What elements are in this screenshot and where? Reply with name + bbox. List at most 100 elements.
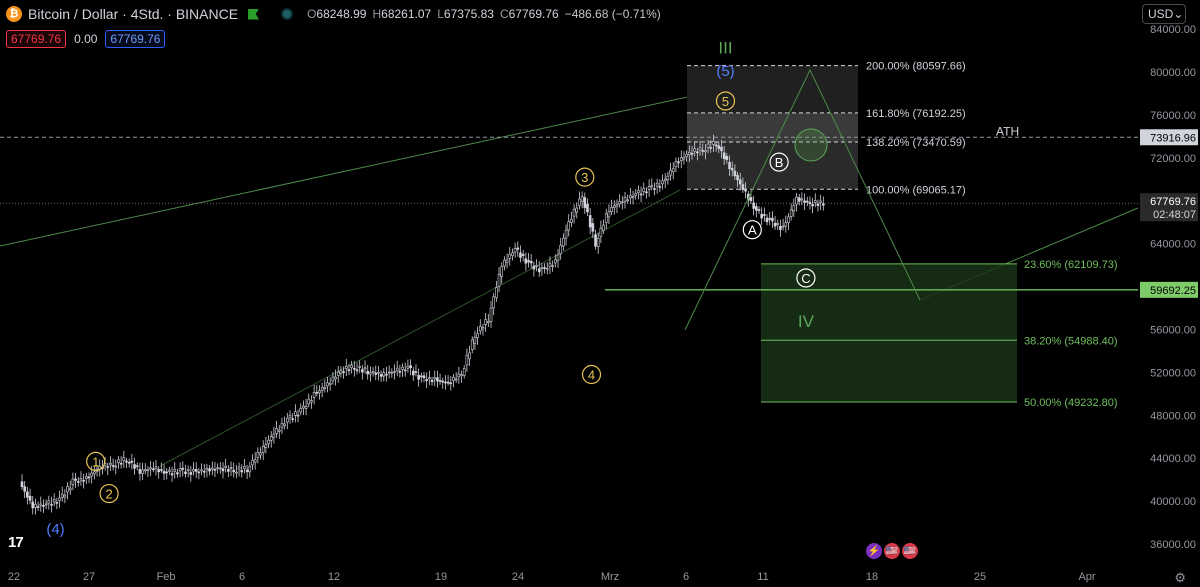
candle-body	[232, 469, 236, 473]
candle-body	[446, 381, 450, 384]
candle-body	[580, 196, 584, 202]
candle-body	[23, 486, 26, 492]
candle-body	[219, 467, 222, 470]
candle-body	[610, 206, 613, 212]
candle-body	[787, 216, 790, 224]
time-tick-label: 18	[866, 571, 878, 583]
spread-value: 0.00	[74, 32, 98, 46]
candle-body	[90, 472, 93, 477]
fib-retracement-label: 23.60% (62109.73)	[1024, 259, 1118, 271]
wave-label: (4)	[46, 521, 64, 538]
candle-body	[473, 336, 477, 344]
candle-body	[484, 319, 487, 325]
currency-select[interactable]: USD ⌄	[1142, 4, 1186, 24]
time-tick-label: 27	[83, 571, 95, 583]
candle-body	[259, 452, 262, 456]
time-tick-label: 6	[683, 571, 689, 583]
candle-body	[165, 471, 169, 474]
candle-body	[296, 414, 300, 417]
price-tick-label: 80000.00	[1150, 67, 1196, 79]
gear-icon[interactable]: ⚙	[1174, 570, 1186, 585]
candle-body	[369, 372, 372, 375]
candle-body	[320, 387, 324, 391]
candle-body	[763, 214, 766, 216]
wave-label: 3	[581, 170, 588, 185]
candle-body	[186, 469, 190, 472]
symbol-title[interactable]: Bitcoin / Dollar · 4Std. · BINANCE	[28, 6, 239, 22]
candle-body	[688, 152, 691, 155]
currency-label: USD	[1148, 7, 1174, 21]
candle-body	[302, 405, 305, 409]
price-tick-label: 84000.00	[1150, 24, 1196, 36]
candle-body	[736, 175, 739, 181]
us-flag-icon[interactable]: 🇺🇸	[902, 543, 918, 559]
tradingview-logo[interactable]: 17	[8, 534, 24, 551]
buy-button[interactable]: 67769.76	[105, 30, 166, 48]
fib-extension-label: 138.20% (73470.59)	[866, 137, 966, 149]
candle-body	[425, 379, 428, 382]
candle-body	[280, 422, 284, 428]
trend-line	[159, 189, 681, 467]
candle-body	[143, 469, 147, 472]
event-badges[interactable]: ⚡ 🇺🇸 🇺🇸	[866, 543, 918, 559]
candle-body	[417, 375, 420, 380]
candle-body	[358, 366, 361, 368]
candle-body	[192, 469, 195, 472]
candle-body	[704, 150, 707, 153]
candle-body	[366, 370, 370, 375]
wave-label: III	[718, 38, 732, 57]
us-flag-icon[interactable]: 🇺🇸	[884, 543, 900, 559]
candle-body	[454, 378, 458, 381]
candle-body	[495, 287, 498, 298]
time-tick-label: 19	[435, 571, 447, 583]
candle-body	[554, 259, 557, 264]
candle-body	[393, 371, 396, 373]
sell-button[interactable]: 67769.76	[6, 30, 67, 48]
candle-body	[596, 237, 600, 247]
bitcoin-icon: ₿	[6, 6, 22, 22]
candle-body	[548, 263, 552, 267]
order-panel: 67769.76 0.00 67769.76	[6, 30, 166, 48]
candle-body	[261, 446, 265, 453]
candle-body	[208, 468, 211, 472]
candle-body	[240, 470, 244, 473]
candle-body	[505, 259, 509, 263]
time-tick-label: 25	[974, 571, 986, 583]
fib-extension-label: 161.80% (76192.25)	[866, 108, 966, 120]
candle-body	[741, 184, 745, 190]
candle-body	[779, 226, 782, 230]
candle-body	[28, 495, 32, 501]
wave-label: B	[775, 155, 784, 170]
candle-body	[725, 156, 729, 160]
candle-body	[245, 469, 249, 472]
candle-body	[304, 406, 308, 409]
candle-body	[607, 211, 611, 218]
candle-body	[154, 466, 158, 469]
candle-body	[696, 151, 699, 154]
candle-body	[500, 266, 504, 277]
wave-label-circle	[796, 268, 816, 288]
candle-body	[52, 498, 56, 503]
candle-body	[256, 452, 260, 458]
candle-body	[409, 365, 412, 369]
lightning-icon[interactable]: ⚡	[866, 543, 882, 559]
candle-body	[146, 469, 150, 471]
candle-body	[570, 218, 573, 223]
candle-body	[299, 408, 303, 413]
candle-body	[74, 478, 77, 481]
candle-body	[170, 473, 174, 476]
candle-body	[722, 152, 726, 160]
wave-path	[684, 68, 921, 331]
ath-label: ATH	[996, 124, 1019, 138]
candle-body	[792, 205, 796, 212]
candle-body	[478, 325, 482, 332]
candle-body	[152, 468, 155, 471]
wave-label: (5)	[716, 63, 734, 80]
candle-body	[714, 144, 718, 147]
candle-body	[567, 221, 571, 231]
candle-body	[508, 254, 512, 259]
candle-body	[543, 267, 546, 269]
candle-body	[184, 471, 187, 474]
candle-body	[470, 339, 474, 350]
